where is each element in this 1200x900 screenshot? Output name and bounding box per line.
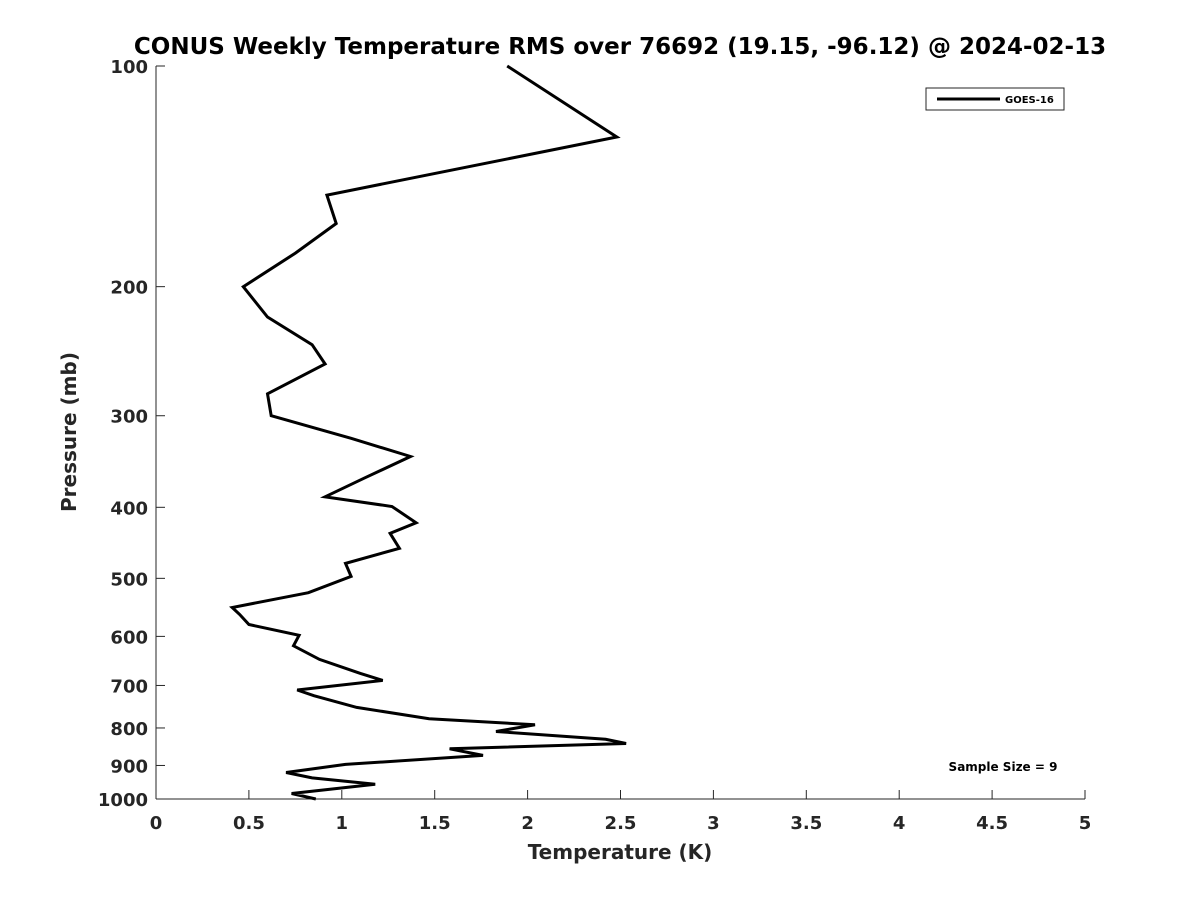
x-tick-label: 0	[150, 813, 163, 834]
x-tick-label: 3.5	[790, 813, 822, 834]
y-tick-label: 400	[110, 498, 148, 519]
y-tick-label: 300	[110, 407, 148, 428]
x-tick-label: 0.5	[233, 813, 265, 834]
y-tick-label: 1000	[98, 790, 148, 811]
legend-label-goes-16: GOES-16	[1005, 95, 1054, 106]
y-tick-label: 800	[110, 719, 148, 740]
x-tick-label: 1	[336, 813, 349, 834]
y-tick-label: 500	[110, 569, 148, 590]
y-tick-label: 600	[110, 627, 148, 648]
x-tick-label: 2.5	[605, 813, 637, 834]
sample-size-annotation: Sample Size = 9	[949, 760, 1058, 774]
x-tick-label: 3	[707, 813, 720, 834]
x-tick-label: 2	[521, 813, 534, 834]
y-tick-label: 100	[110, 57, 148, 78]
y-tick-label: 200	[110, 278, 148, 299]
y-tick-label: 900	[110, 756, 148, 777]
series-line-goes-16	[229, 64, 627, 801]
x-tick-label: 1.5	[419, 813, 451, 834]
chart-title: CONUS Weekly Temperature RMS over 76692 …	[134, 34, 1106, 60]
x-tick-label: 4	[893, 813, 906, 834]
y-axis-label: Pressure (mb)	[57, 352, 81, 512]
x-tick-label: 5	[1079, 813, 1092, 834]
y-ticks: 100 200 300 400 500 600 700 800 900 1000	[98, 57, 165, 811]
x-ticks: 0 0.5 1 1.5 2 2.5 3 3.5 4 4.5 5	[150, 790, 1092, 834]
x-tick-label: 4.5	[976, 813, 1008, 834]
x-axis-label: Temperature (K)	[528, 840, 713, 864]
plot-area: 0 0.5 1 1.5 2 2.5 3 3.5 4 4.5 5 100 200 300 400 500 600…	[98, 57, 1091, 834]
legend: GOES-16	[925, 87, 1065, 111]
y-tick-label: 700	[110, 676, 148, 697]
